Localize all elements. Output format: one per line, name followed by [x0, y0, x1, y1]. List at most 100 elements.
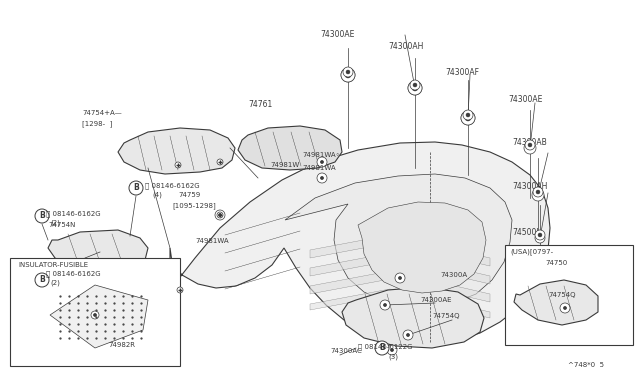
Circle shape [91, 311, 99, 319]
Text: Ⓑ 08146-6162G: Ⓑ 08146-6162G [46, 210, 100, 217]
Polygon shape [514, 280, 598, 325]
Text: 74761: 74761 [248, 100, 272, 109]
Circle shape [317, 157, 327, 167]
Circle shape [410, 80, 420, 90]
Circle shape [341, 68, 355, 82]
Text: (USA)[0797-: (USA)[0797- [510, 248, 553, 255]
Circle shape [399, 276, 401, 279]
Circle shape [35, 209, 49, 223]
Text: INSULATOR-FUSIBLE: INSULATOR-FUSIBLE [18, 262, 88, 268]
Polygon shape [50, 285, 148, 348]
Polygon shape [342, 287, 484, 348]
Text: 74300A: 74300A [440, 272, 467, 278]
Text: 74754+A—: 74754+A— [82, 110, 122, 116]
Circle shape [413, 87, 417, 90]
Bar [505, 245, 633, 345]
Text: 74981WA◦: 74981WA◦ [302, 152, 340, 158]
Text: Ⓑ 08146-6122G: Ⓑ 08146-6122G [358, 343, 413, 350]
Text: 74300AE: 74300AE [420, 297, 451, 303]
Text: 74300AF: 74300AF [445, 68, 479, 77]
Circle shape [535, 233, 545, 243]
Circle shape [463, 110, 473, 120]
Text: (4): (4) [152, 192, 162, 199]
Text: 74754Q: 74754Q [548, 292, 575, 298]
Text: B: B [379, 343, 385, 353]
Circle shape [129, 181, 143, 195]
Circle shape [461, 111, 475, 125]
Circle shape [345, 72, 351, 78]
Circle shape [412, 85, 418, 91]
Circle shape [536, 193, 540, 196]
Text: 74300AH: 74300AH [388, 42, 424, 51]
Polygon shape [310, 271, 490, 302]
Circle shape [525, 140, 535, 150]
Text: (3): (3) [388, 353, 398, 359]
Polygon shape [285, 174, 512, 306]
Text: 74759: 74759 [178, 192, 200, 198]
Circle shape [461, 111, 475, 125]
Text: B: B [133, 183, 139, 192]
Circle shape [341, 68, 355, 82]
Circle shape [380, 300, 390, 310]
Text: 74982R: 74982R [108, 342, 135, 348]
Bar [10, 258, 180, 366]
Circle shape [465, 115, 471, 121]
Circle shape [321, 176, 323, 180]
Text: 74300AC: 74300AC [330, 348, 362, 354]
Circle shape [536, 190, 540, 194]
Circle shape [563, 307, 566, 310]
Text: Ⓑ 08146-6162G: Ⓑ 08146-6162G [145, 182, 200, 189]
Text: 74981WA: 74981WA [195, 238, 228, 244]
Circle shape [93, 314, 97, 317]
Circle shape [177, 287, 183, 293]
Circle shape [413, 83, 417, 87]
Circle shape [387, 345, 397, 355]
Polygon shape [170, 142, 550, 343]
Circle shape [321, 160, 323, 164]
Circle shape [217, 159, 223, 165]
Circle shape [317, 173, 327, 183]
Circle shape [346, 70, 350, 74]
Polygon shape [310, 235, 490, 266]
Circle shape [375, 341, 389, 355]
Circle shape [408, 81, 422, 95]
Circle shape [533, 187, 543, 197]
Text: [1095-1298]: [1095-1298] [172, 202, 216, 209]
Polygon shape [310, 289, 490, 318]
Circle shape [467, 116, 470, 119]
Circle shape [218, 214, 221, 217]
Text: 74300AE: 74300AE [320, 30, 355, 39]
Circle shape [406, 334, 410, 337]
Circle shape [528, 143, 532, 147]
Circle shape [395, 273, 405, 283]
Circle shape [532, 189, 544, 201]
Polygon shape [118, 128, 235, 174]
Text: 74981WA: 74981WA [302, 165, 335, 171]
Circle shape [346, 74, 349, 77]
Text: 74754N: 74754N [48, 222, 76, 228]
Text: B: B [39, 212, 45, 221]
Circle shape [408, 81, 422, 95]
Circle shape [524, 142, 536, 154]
Circle shape [215, 210, 225, 220]
Text: (2): (2) [50, 280, 60, 286]
Polygon shape [358, 202, 486, 293]
Polygon shape [310, 253, 490, 284]
Text: ^748*0  5: ^748*0 5 [568, 362, 604, 368]
Circle shape [217, 212, 223, 218]
Circle shape [390, 349, 394, 352]
Circle shape [466, 113, 470, 117]
Circle shape [35, 273, 49, 287]
Text: 74754Q: 74754Q [432, 313, 460, 319]
Text: 74300AB: 74300AB [512, 138, 547, 147]
Text: 74981W: 74981W [270, 162, 300, 168]
Text: (2): (2) [50, 220, 60, 227]
Text: 74750: 74750 [545, 260, 567, 266]
Circle shape [383, 304, 387, 307]
Circle shape [538, 233, 542, 237]
Circle shape [403, 330, 413, 340]
Text: 74300AE: 74300AE [508, 95, 542, 104]
Polygon shape [48, 230, 148, 272]
Circle shape [535, 230, 545, 240]
Circle shape [529, 147, 531, 150]
